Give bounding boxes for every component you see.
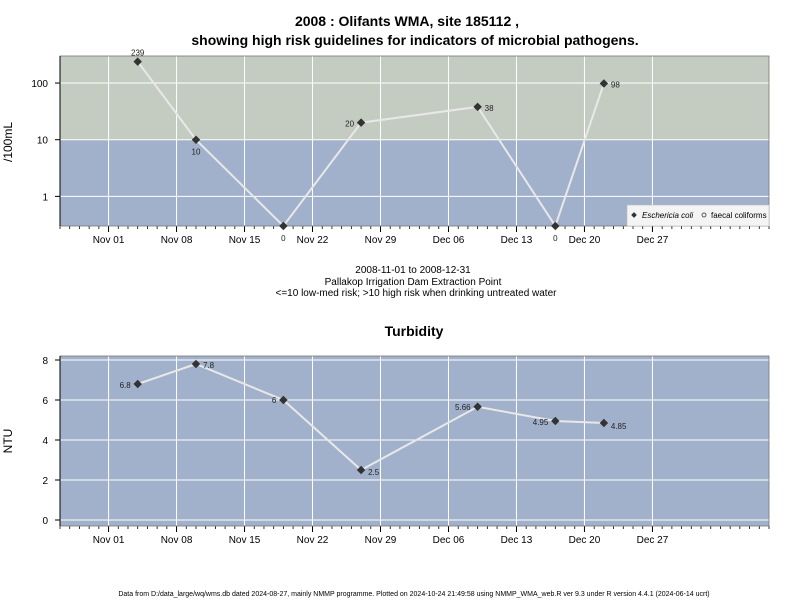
site-name-text: Pallakop Irrigation Dam Extraction Point	[325, 277, 502, 288]
risk-note-text: <=10 low-med risk; >10 high risk when dr…	[276, 288, 558, 299]
data-label: 5.66	[455, 403, 471, 412]
chart2-y-label: NTU	[1, 429, 15, 454]
x-tick-label: Nov 22	[297, 535, 329, 546]
data-label: 0	[281, 234, 286, 243]
x-tick-label: Dec 13	[501, 235, 533, 246]
data-point	[133, 57, 142, 66]
x-tick-label: Dec 20	[569, 235, 601, 246]
chart1-y-label: /100mL	[1, 122, 15, 162]
data-label: 2.5	[368, 468, 380, 477]
data-point	[551, 416, 560, 426]
chart1-title-line1: 2008 : Olifants WMA, site 185112 ,	[295, 13, 519, 29]
data-point	[191, 135, 201, 144]
y-tick-label: 0	[42, 516, 48, 527]
x-tick-label: Dec 27	[637, 235, 669, 246]
data-point	[279, 395, 288, 405]
data-point	[191, 359, 201, 369]
chart1-title-line2: showing high risk guidelines for indicat…	[191, 32, 638, 48]
chart2-title: Turbidity	[385, 323, 444, 339]
data-point	[599, 418, 609, 428]
date-range-text: 2008-11-01 to 2008-12-31	[355, 265, 471, 276]
y-tick-label: 10	[37, 136, 49, 147]
x-tick-label: Dec 06	[433, 235, 465, 246]
x-tick-label: Nov 08	[161, 235, 193, 246]
x-tick-label: Dec 13	[501, 535, 533, 546]
data-point	[356, 118, 366, 127]
data-point	[133, 379, 142, 389]
x-tick-label: Dec 06	[433, 535, 465, 546]
data-point	[279, 221, 288, 231]
x-tick-label: Nov 01	[93, 235, 125, 246]
x-tick-label: Dec 27	[637, 535, 669, 546]
legend: Eschericia coli faecal coliforms	[626, 204, 770, 227]
data-point	[356, 465, 366, 475]
legend-box	[626, 204, 770, 227]
data-label: 6	[272, 396, 277, 405]
y-tick-label: 1	[42, 192, 48, 203]
legend-ecoli-marker	[631, 212, 637, 218]
data-label: 6.8	[120, 381, 132, 390]
data-label: 20	[345, 120, 354, 129]
data-label: 4.95	[533, 418, 549, 427]
footer-text: Data from D:/data_large/wq/wms.db dated …	[118, 591, 709, 598]
x-tick-label: Nov 01	[93, 535, 125, 546]
data-point	[473, 102, 482, 112]
x-tick-label: Nov 29	[365, 235, 397, 246]
x-tick-label: Nov 15	[229, 535, 261, 546]
y-tick-label: 4	[42, 436, 48, 447]
y-tick-label: 100	[31, 79, 48, 90]
x-tick-label: Nov 22	[297, 235, 329, 246]
y-tick-label: 6	[42, 396, 48, 407]
turbidity-chart: 0 2 4 6 8 Nov 01 Nov 08 Nov 15 Nov 22 Nov 29 Dec 0…	[42, 355, 770, 546]
high-risk-band	[60, 56, 769, 140]
data-label: 4.85	[611, 422, 627, 431]
data-label: 0	[553, 234, 558, 243]
data-label: 239	[131, 49, 145, 58]
data-label: 7.8	[203, 361, 215, 370]
x-tick-label: Nov 08	[161, 535, 193, 546]
y-tick-label: 2	[42, 476, 48, 487]
x-tick-label: Nov 15	[229, 235, 261, 246]
legend-ecoli-label: Eschericia coli	[642, 211, 693, 220]
data-label: 10	[192, 148, 201, 157]
data-label: 38	[485, 104, 494, 113]
y-tick-label: 8	[42, 356, 48, 367]
legend-faecal-marker	[701, 212, 707, 218]
x-tick-label: Dec 20	[569, 535, 601, 546]
data-label: 98	[611, 81, 620, 90]
data-point	[473, 402, 482, 412]
x-tick-label: Nov 29	[365, 535, 397, 546]
legend-faecal-label: faecal coliforms	[711, 211, 767, 220]
